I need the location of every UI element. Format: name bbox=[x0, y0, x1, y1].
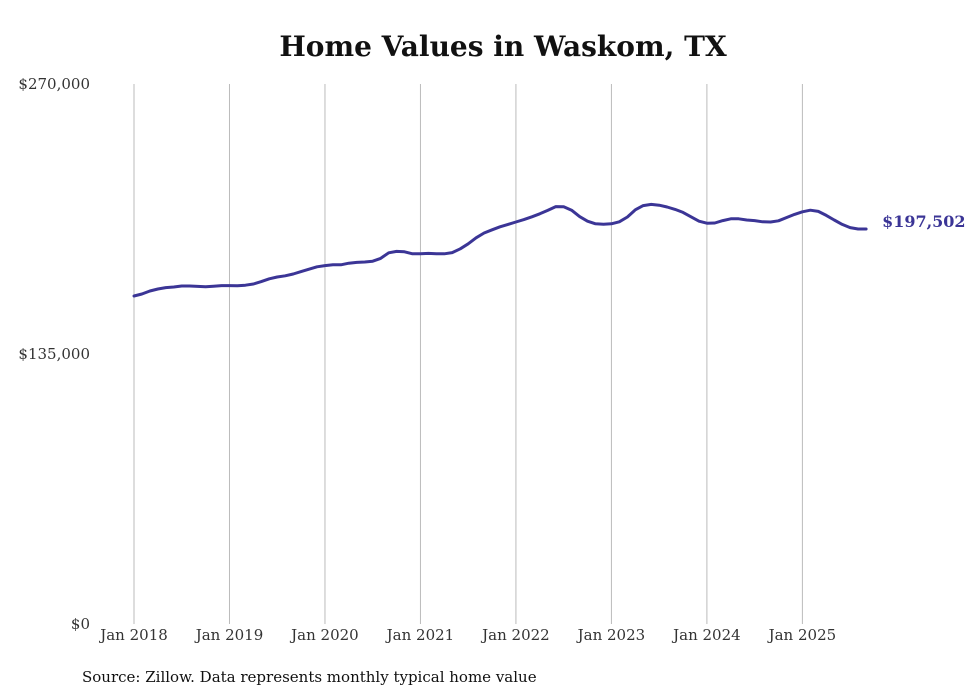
x-tick-label: Jan 2024 bbox=[671, 626, 741, 644]
x-axis-tick-labels: Jan 2018 Jan 2019 Jan 2020 Jan 2021 Jan 2022… bbox=[98, 626, 836, 644]
y-tick-label: $135,000 bbox=[18, 345, 90, 363]
x-tick-label: Jan 2023 bbox=[576, 626, 646, 644]
x-tick-label: Jan 2025 bbox=[767, 626, 837, 644]
y-tick-label: $0 bbox=[71, 615, 90, 633]
x-tick-label: Jan 2020 bbox=[289, 626, 359, 644]
source-note: Source: Zillow. Data represents monthly … bbox=[82, 668, 537, 686]
x-tick-label: Jan 2021 bbox=[385, 626, 455, 644]
last-value-label: $197,502 bbox=[882, 212, 966, 231]
series-line-0 bbox=[132, 202, 868, 298]
x-tick-label: Jan 2018 bbox=[98, 626, 168, 644]
y-tick-label: $270,000 bbox=[18, 75, 90, 93]
x-tick-label: Jan 2022 bbox=[480, 626, 550, 644]
vertical-gridlines bbox=[133, 84, 803, 624]
x-tick-label: Jan 2019 bbox=[194, 626, 264, 644]
y-axis-tick-labels: $0 $135,000 $270,000 bbox=[18, 75, 90, 633]
chart-title: Home Values in Waskom, TX bbox=[279, 30, 727, 63]
series-layer bbox=[132, 202, 868, 298]
